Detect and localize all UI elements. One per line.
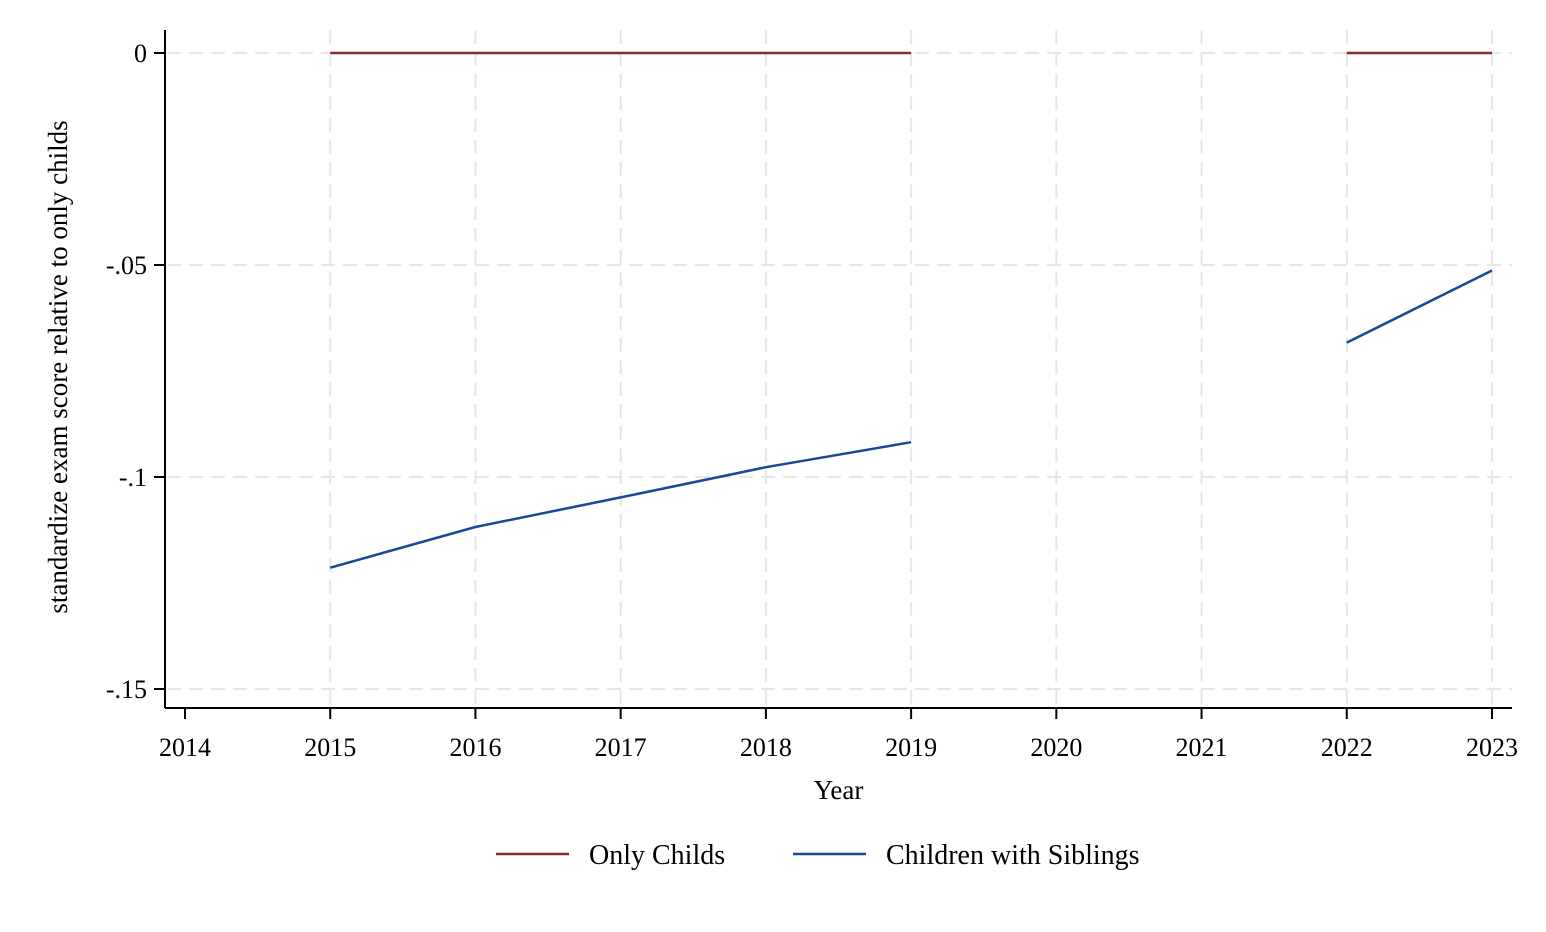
x-tick-label: 2017 xyxy=(595,733,647,762)
x-tick-label: 2015 xyxy=(304,733,356,762)
x-tick-label: 2019 xyxy=(885,733,937,762)
y-tick-label: -.05 xyxy=(106,251,147,280)
x-tick-label: 2022 xyxy=(1321,733,1373,762)
series-line-children-with-siblings-segment-2 xyxy=(1346,269,1493,344)
y-tick-label: 0 xyxy=(134,39,147,68)
axes xyxy=(164,30,1512,709)
legend-label-children-with-siblings: Children with Siblings xyxy=(886,840,1140,871)
y-axis-ticks: 0 -.05 -.1 -.15 xyxy=(106,39,165,704)
y-axis-title: standardize exam score relative to only … xyxy=(43,120,73,613)
x-axis-ticks: 2014 2015 2016 2017 2018 2019 2020 2021 2022 2023 xyxy=(159,708,1518,762)
y-tick-label: -.15 xyxy=(106,675,147,704)
series-lines xyxy=(329,51,1493,569)
x-tick-label: 2018 xyxy=(740,733,792,762)
x-tick-label: 2021 xyxy=(1176,733,1228,762)
grid-lines xyxy=(167,30,1512,706)
x-tick-label: 2014 xyxy=(159,733,211,762)
x-axis-title: Year xyxy=(814,775,864,805)
y-tick-label: -.1 xyxy=(119,463,147,492)
x-tick-label: 2016 xyxy=(449,733,501,762)
series-line-children-with-siblings-segment-1 xyxy=(329,440,912,569)
x-tick-label: 2023 xyxy=(1466,733,1518,762)
legend-label-only-childs: Only Childs xyxy=(589,840,725,871)
x-tick-label: 2020 xyxy=(1030,733,1082,762)
legend: Only Childs Children with Siblings xyxy=(496,840,1140,871)
